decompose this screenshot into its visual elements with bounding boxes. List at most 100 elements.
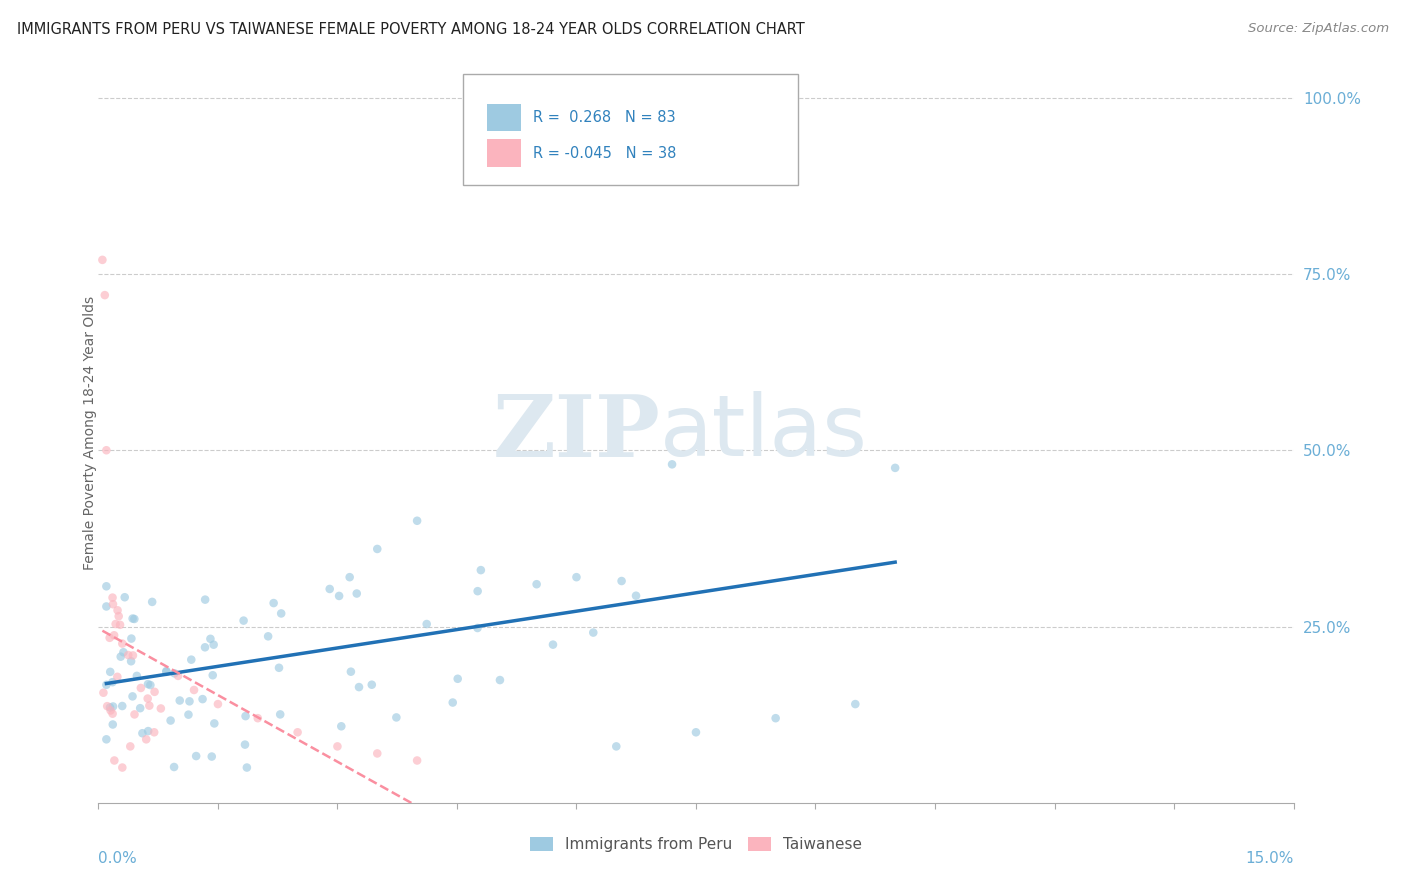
Point bbox=[129, 701, 152, 715]
Point bbox=[103, 628, 125, 642]
Point bbox=[270, 607, 292, 621]
Point bbox=[124, 707, 146, 722]
Point bbox=[96, 678, 118, 692]
Point bbox=[526, 577, 548, 591]
Point bbox=[415, 617, 437, 632]
Point bbox=[194, 640, 217, 655]
Point bbox=[122, 648, 145, 663]
Point bbox=[385, 710, 408, 724]
Point bbox=[884, 461, 907, 475]
Point bbox=[685, 725, 707, 739]
Point bbox=[111, 637, 134, 651]
Text: 0.0%: 0.0% bbox=[98, 851, 138, 866]
Text: ZIP: ZIP bbox=[492, 391, 661, 475]
Point bbox=[183, 683, 205, 698]
FancyBboxPatch shape bbox=[486, 139, 522, 167]
Point bbox=[105, 670, 128, 684]
Point bbox=[202, 716, 225, 731]
Point bbox=[101, 675, 124, 690]
Point bbox=[406, 754, 429, 768]
Legend: Immigrants from Peru, Taiwanese: Immigrants from Peru, Taiwanese bbox=[524, 830, 868, 858]
Point bbox=[346, 586, 368, 600]
Text: IMMIGRANTS FROM PERU VS TAIWANESE FEMALE POVERTY AMONG 18-24 YEAR OLDS CORRELATI: IMMIGRANTS FROM PERU VS TAIWANESE FEMALE… bbox=[17, 22, 804, 37]
Point bbox=[330, 719, 353, 733]
Point bbox=[114, 591, 136, 605]
Point bbox=[129, 681, 152, 695]
Point bbox=[143, 685, 166, 699]
Point bbox=[232, 614, 254, 628]
Point bbox=[101, 591, 124, 605]
Point bbox=[406, 514, 429, 528]
Point bbox=[200, 632, 222, 646]
Point bbox=[136, 677, 159, 691]
Point bbox=[328, 589, 350, 603]
Point bbox=[624, 589, 647, 603]
Point bbox=[98, 631, 121, 645]
Point bbox=[136, 691, 159, 706]
Point bbox=[177, 707, 200, 722]
Point bbox=[765, 711, 787, 725]
Point bbox=[661, 458, 683, 472]
Point bbox=[120, 654, 142, 668]
Point bbox=[186, 749, 208, 764]
Point bbox=[565, 570, 588, 584]
Point bbox=[318, 582, 340, 596]
Point bbox=[96, 732, 118, 747]
Point bbox=[101, 706, 124, 721]
Point bbox=[149, 701, 172, 715]
Point bbox=[191, 692, 214, 706]
Point bbox=[120, 739, 142, 754]
Point bbox=[131, 726, 153, 740]
Point bbox=[179, 694, 201, 708]
Point bbox=[139, 678, 162, 692]
Point bbox=[470, 563, 492, 577]
Point bbox=[287, 725, 309, 739]
Point bbox=[100, 703, 122, 717]
Point bbox=[489, 673, 512, 687]
Point bbox=[107, 609, 129, 624]
Point bbox=[101, 717, 124, 731]
Point bbox=[112, 645, 135, 659]
Point bbox=[96, 699, 118, 714]
Point bbox=[366, 747, 388, 761]
Point bbox=[326, 739, 349, 754]
Point bbox=[125, 669, 148, 683]
Point bbox=[136, 724, 159, 739]
Point bbox=[143, 725, 166, 739]
Point bbox=[159, 714, 181, 728]
Point bbox=[441, 696, 464, 710]
Point bbox=[267, 661, 290, 675]
Point bbox=[96, 443, 118, 458]
Point bbox=[541, 638, 564, 652]
Point bbox=[120, 632, 142, 646]
Point bbox=[121, 690, 143, 704]
Point bbox=[605, 739, 627, 754]
Point bbox=[582, 625, 605, 640]
Point bbox=[202, 638, 225, 652]
Point bbox=[167, 669, 190, 683]
Point bbox=[269, 707, 291, 722]
FancyBboxPatch shape bbox=[463, 73, 797, 185]
Point bbox=[246, 711, 269, 725]
Text: 15.0%: 15.0% bbox=[1246, 851, 1294, 866]
Point bbox=[117, 648, 139, 662]
Point bbox=[263, 596, 285, 610]
Point bbox=[104, 617, 127, 632]
Point bbox=[339, 570, 361, 584]
Point bbox=[235, 709, 257, 723]
Point bbox=[236, 760, 259, 774]
Point bbox=[233, 738, 256, 752]
Point bbox=[94, 288, 117, 302]
Point bbox=[207, 697, 229, 711]
Point bbox=[135, 732, 157, 747]
Point bbox=[111, 760, 134, 774]
Point bbox=[467, 621, 489, 635]
Point bbox=[111, 699, 134, 714]
Point bbox=[541, 147, 564, 161]
Point bbox=[340, 665, 363, 679]
Point bbox=[101, 597, 124, 611]
Point bbox=[155, 664, 177, 678]
Point bbox=[110, 649, 132, 664]
Point bbox=[180, 653, 202, 667]
Point bbox=[844, 697, 866, 711]
